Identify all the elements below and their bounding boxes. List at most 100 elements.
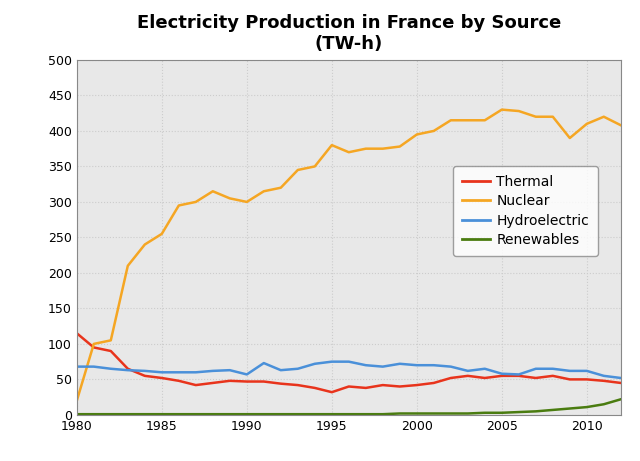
Thermal [617,380,625,386]
Hydroelectric [124,367,132,373]
Thermal [73,331,81,336]
Renewables [413,411,420,416]
Hydroelectric [226,367,234,373]
Hydroelectric [175,370,182,375]
Hydroelectric [311,361,319,366]
Hydroelectric [277,367,285,373]
Nuclear [107,337,115,343]
Hydroelectric [141,368,148,374]
Hydroelectric [243,372,251,377]
Renewables [158,411,166,417]
Title: Electricity Production in France by Source
(TW-h): Electricity Production in France by Sour… [137,14,561,53]
Renewables [362,411,370,417]
Nuclear [73,398,81,403]
Thermal [600,378,607,384]
Renewables [141,411,148,417]
Nuclear [481,118,489,123]
Renewables [243,411,251,417]
Thermal [192,382,200,388]
Thermal [311,385,319,390]
Thermal [209,380,217,386]
Nuclear [532,114,540,119]
Nuclear [158,231,166,236]
Nuclear [515,108,523,114]
Thermal [532,375,540,381]
Renewables [260,411,268,417]
Renewables [549,407,557,413]
Renewables [447,411,454,416]
Hydroelectric [566,368,573,374]
Nuclear [192,199,200,205]
Hydroelectric [362,362,370,368]
Renewables [209,411,217,417]
Thermal [294,382,301,388]
Thermal [566,377,573,382]
Renewables [481,410,489,415]
Nuclear [277,185,285,190]
Renewables [396,411,404,416]
Nuclear [566,135,573,141]
Hydroelectric [73,364,81,369]
Hydroelectric [481,366,489,372]
Nuclear [294,167,301,173]
Nuclear [260,189,268,194]
Thermal [277,381,285,386]
Renewables [328,411,335,417]
Hydroelectric [294,366,301,372]
Nuclear [413,132,420,137]
Hydroelectric [464,368,472,374]
Thermal [430,380,438,386]
Nuclear [600,114,607,119]
Renewables [430,411,438,416]
Nuclear [362,146,370,152]
Nuclear [379,146,387,152]
Thermal [481,375,489,381]
Nuclear [226,195,234,201]
Nuclear [243,199,251,205]
Thermal [498,373,506,378]
Thermal [260,379,268,384]
Thermal [515,373,523,378]
Hydroelectric [430,362,438,368]
Renewables [583,404,591,410]
Renewables [498,410,506,415]
Thermal [328,390,335,395]
Nuclear [124,263,132,269]
Nuclear [175,203,182,208]
Renewables [107,411,115,417]
Nuclear [141,242,148,247]
Hydroelectric [600,373,607,378]
Renewables [294,411,301,417]
Line: Thermal: Thermal [77,333,621,392]
Nuclear [90,341,98,347]
Renewables [515,409,523,415]
Hydroelectric [413,362,420,368]
Hydroelectric [158,370,166,375]
Nuclear [209,189,217,194]
Thermal [141,373,148,378]
Renewables [73,411,81,417]
Nuclear [583,121,591,127]
Thermal [158,375,166,381]
Renewables [311,411,319,417]
Hydroelectric [260,361,268,366]
Hydroelectric [617,375,625,381]
Renewables [277,411,285,417]
Hydroelectric [532,366,540,372]
Thermal [175,378,182,384]
Renewables [226,411,234,417]
Thermal [362,385,370,390]
Hydroelectric [90,364,98,369]
Line: Nuclear: Nuclear [77,110,621,401]
Nuclear [498,107,506,112]
Line: Renewables: Renewables [77,399,621,414]
Renewables [175,411,182,417]
Hydroelectric [515,372,523,377]
Nuclear [430,128,438,134]
Renewables [566,406,573,411]
Thermal [464,373,472,378]
Hydroelectric [549,366,557,372]
Thermal [413,382,420,388]
Renewables [617,396,625,402]
Hydroelectric [447,364,454,369]
